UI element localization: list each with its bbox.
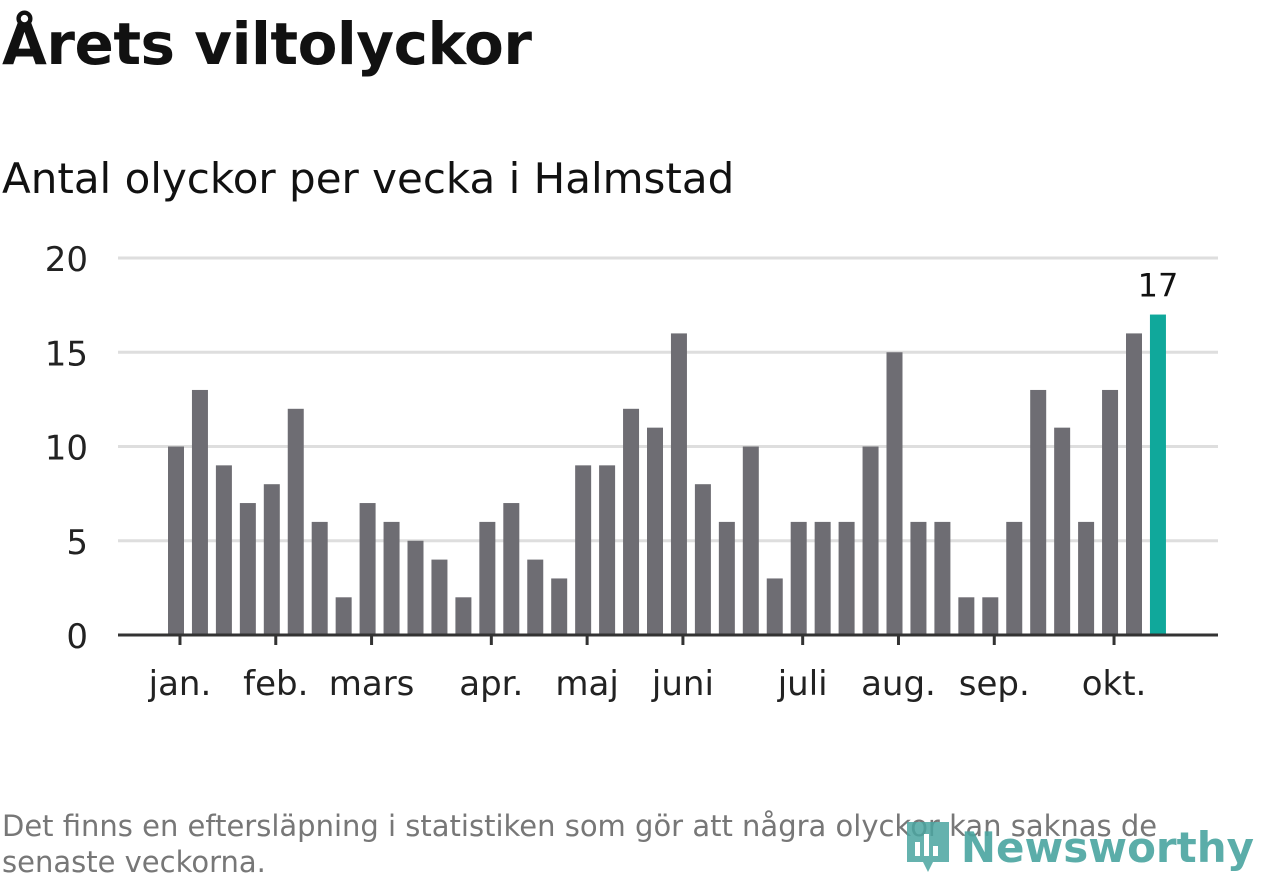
bar [1126, 333, 1142, 635]
bar [694, 484, 711, 635]
bar [1102, 389, 1119, 635]
bar [790, 521, 807, 635]
bar [862, 446, 879, 635]
bar [215, 465, 232, 635]
x-tick-label: okt. [1082, 664, 1147, 704]
footnote: Det finns en eftersläpning i statistiken… [2, 809, 1158, 879]
y-tick-label: 10 [45, 429, 88, 469]
bar [814, 521, 831, 635]
bar [551, 578, 568, 635]
bar [599, 465, 616, 635]
y-tick-label: 5 [66, 523, 88, 563]
x-tick-label: maj [555, 664, 618, 704]
x-tick-label: juni [651, 664, 714, 704]
bar [455, 597, 472, 635]
bar [742, 446, 759, 635]
bar [766, 578, 783, 635]
bar [982, 597, 999, 635]
brand-name: Newsworthy [960, 822, 1254, 872]
newsworthy-logo-icon [906, 822, 949, 872]
bar [168, 446, 184, 635]
x-tick-label: apr. [459, 664, 523, 704]
y-tick-label: 20 [45, 240, 88, 280]
bar [359, 503, 376, 635]
bar [1030, 389, 1047, 635]
bar [886, 352, 903, 635]
bar [958, 597, 975, 635]
bar [670, 333, 687, 635]
bar [1078, 521, 1095, 635]
x-tick-label: jan. [148, 664, 212, 704]
x-tick-label: mars [329, 664, 415, 704]
y-tick-label: 15 [45, 334, 88, 374]
bar [647, 427, 663, 635]
bar [431, 559, 448, 635]
bar [527, 559, 544, 635]
bar [383, 521, 400, 635]
x-tick-label: feb. [243, 664, 308, 704]
x-tick-label: aug. [861, 664, 936, 704]
bar [623, 408, 640, 635]
data-label: 17 [1138, 267, 1179, 305]
x-tick-label: juli [777, 664, 828, 704]
bar [239, 503, 256, 635]
bar [1149, 314, 1166, 635]
bar [263, 484, 280, 635]
bar [191, 389, 208, 635]
bar-chart: 0 5 10 15 20 jan. feb. mars apr. maj juni juli aug. s… [45, 240, 1218, 704]
chart-subtitle: Antal olyckor per vecka i Halmstad [2, 154, 735, 203]
bar [503, 503, 520, 635]
bar [1006, 521, 1023, 635]
brand-logo: Newsworthy [903, 818, 1254, 876]
x-tick-label: sep. [959, 664, 1030, 704]
chart-title: Årets viltolyckor [2, 10, 532, 78]
bar [1054, 427, 1071, 635]
bar [479, 521, 496, 635]
bar [287, 408, 304, 635]
bar [934, 521, 951, 635]
bar [575, 465, 592, 635]
bar [335, 597, 352, 635]
bar [910, 521, 927, 635]
bar [718, 521, 735, 635]
bar [407, 540, 424, 635]
bar [838, 521, 855, 635]
y-tick-label: 0 [66, 617, 88, 657]
bar [311, 521, 328, 635]
